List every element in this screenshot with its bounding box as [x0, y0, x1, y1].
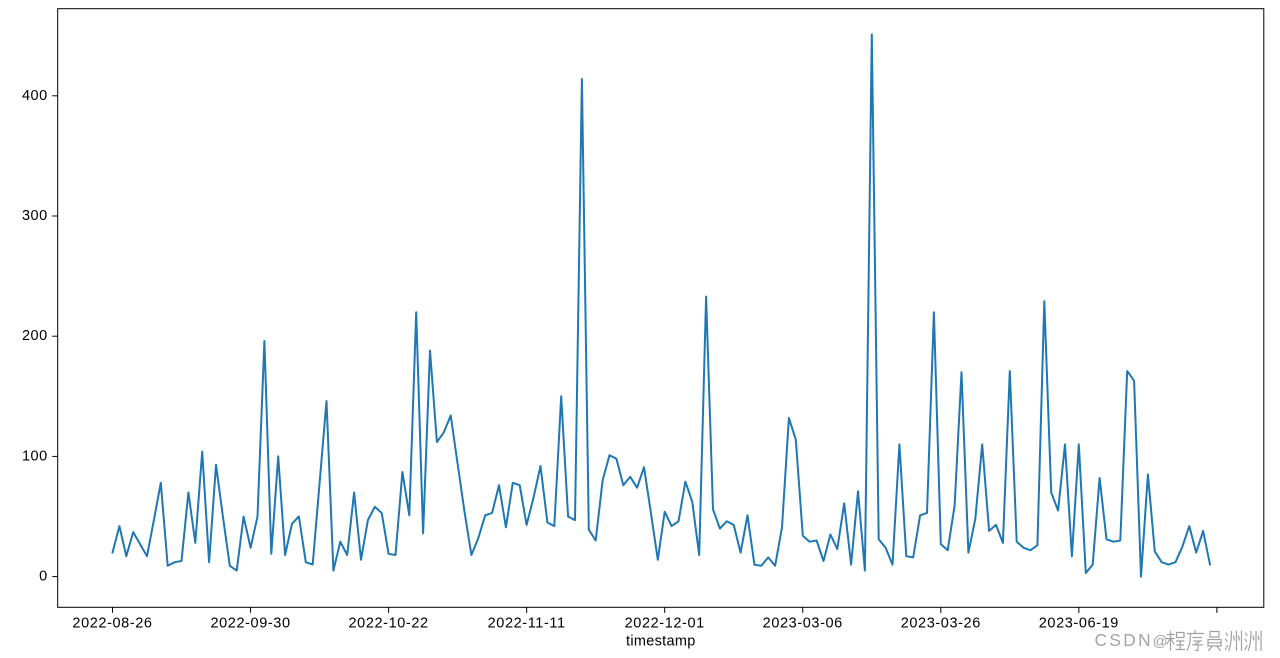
svg-text:100: 100: [22, 448, 48, 464]
svg-text:timestamp: timestamp: [626, 634, 696, 650]
svg-text:400: 400: [22, 88, 48, 104]
svg-text:2022-12-01: 2022-12-01: [625, 615, 705, 631]
svg-text:200: 200: [22, 328, 48, 344]
svg-text:@: @: [1153, 633, 1168, 650]
svg-text:2023-03-06: 2023-03-06: [763, 615, 843, 631]
svg-text:0: 0: [39, 569, 48, 585]
svg-text:2023-06-19: 2023-06-19: [1039, 615, 1119, 631]
svg-text:2023-03-26: 2023-03-26: [901, 615, 981, 631]
svg-text:300: 300: [22, 208, 48, 224]
svg-text:2022-09-30: 2022-09-30: [210, 615, 290, 631]
svg-text:2022-11-11: 2022-11-11: [488, 615, 566, 631]
svg-text:CSDN: CSDN: [1095, 630, 1154, 650]
svg-text:2022-08-26: 2022-08-26: [72, 615, 152, 631]
svg-text:2022-10-22: 2022-10-22: [349, 615, 429, 631]
